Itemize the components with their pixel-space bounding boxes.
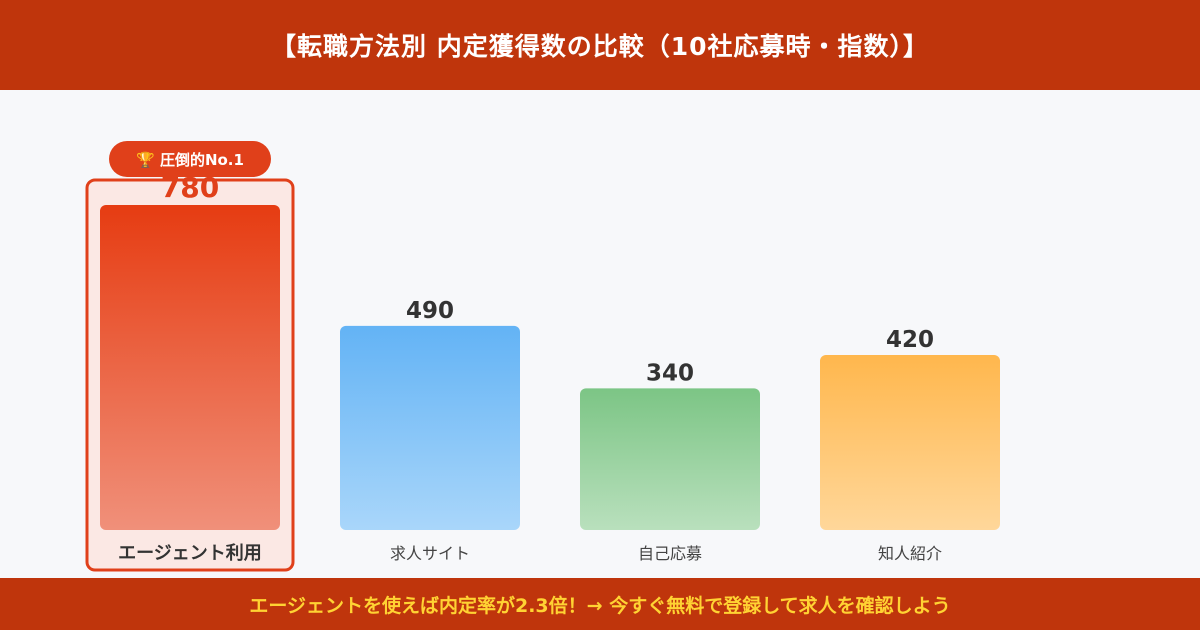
bar-3 bbox=[580, 388, 760, 530]
bar-value-label: 490 bbox=[406, 298, 454, 324]
category-label: 知人紹介 bbox=[878, 544, 942, 563]
bar-2 bbox=[340, 325, 520, 530]
no1-badge bbox=[109, 141, 271, 177]
footer-cta-text[interactable]: エージェントを使えば内定率が2.3倍！→ 今すぐ無料で登録して求人を確認しよう bbox=[249, 594, 951, 617]
header-banner: 【転職方法別 内定獲得数の比較（10社応募時・指数）】 bbox=[0, 0, 1200, 90]
bar-4 bbox=[820, 354, 1000, 530]
category-label: 求人サイト bbox=[390, 544, 470, 563]
bar-value-label: 420 bbox=[886, 327, 934, 353]
chart-title: 【転職方法別 内定獲得数の比較（10社応募時・指数）】 bbox=[271, 32, 929, 61]
footer-cta-banner[interactable]: エージェントを使えば内定率が2.3倍！→ 今すぐ無料で登録して求人を確認しよう bbox=[0, 578, 1200, 630]
bar-value-label: 340 bbox=[646, 360, 694, 386]
category-label: 自己応募 bbox=[638, 544, 702, 563]
bar-1 bbox=[100, 204, 280, 530]
no1-badge-label: 🏆 圧倒的No.1 bbox=[136, 151, 244, 169]
category-label: エージェント利用 bbox=[118, 542, 262, 564]
